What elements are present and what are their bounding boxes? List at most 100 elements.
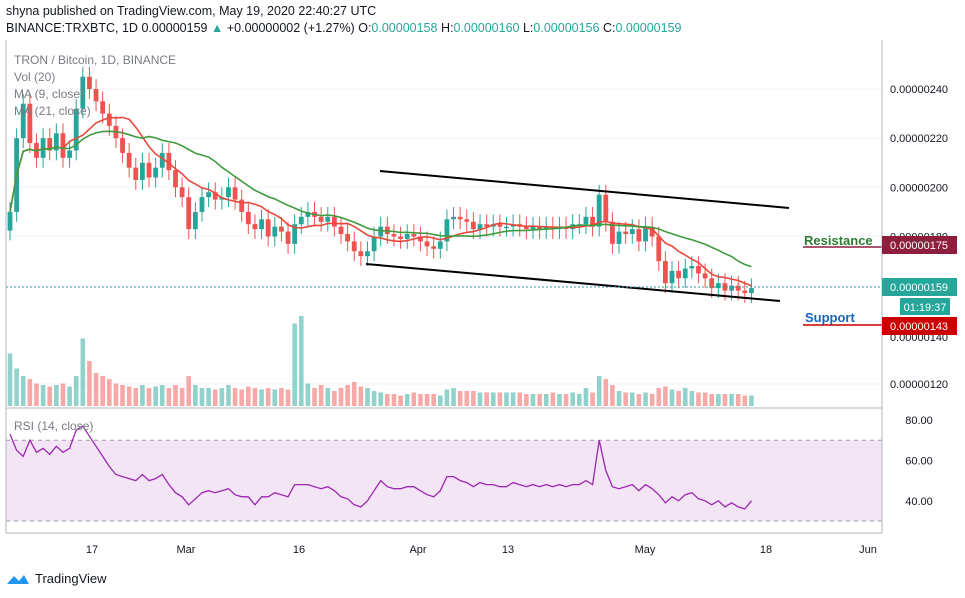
support-price-tag	[882, 317, 957, 335]
moving-averages	[9, 116, 752, 287]
volume-bar	[259, 389, 264, 406]
candle	[636, 219, 642, 252]
volume-bar	[385, 394, 390, 406]
candle	[669, 261, 675, 294]
volume-bar	[126, 386, 132, 406]
candle	[259, 209, 264, 239]
last-price-tag	[882, 278, 957, 296]
volume-bar	[166, 388, 172, 406]
volume-bar	[616, 391, 622, 406]
volume-bar	[133, 388, 139, 406]
volume-bar	[351, 382, 357, 406]
volume-bar	[365, 388, 370, 406]
volume-bar	[318, 385, 324, 406]
volume-bar	[524, 394, 529, 406]
candle	[431, 236, 437, 259]
time-tick-label: Apr	[409, 544, 426, 556]
volume-bar	[596, 376, 602, 406]
candle	[371, 226, 377, 262]
volume-bar	[490, 392, 496, 406]
volume-bar	[444, 389, 450, 406]
volume-bar	[239, 389, 244, 406]
volume-bar	[696, 392, 701, 406]
volume-bar	[391, 394, 397, 406]
candle	[742, 280, 748, 303]
time-tick-label: 18	[760, 544, 772, 556]
volume-bar	[100, 376, 105, 406]
price-chart[interactable]: Resistance Support 0.00000240 0.00000220 0…	[0, 40, 965, 570]
volume-bar	[577, 394, 582, 406]
volume-bars	[7, 316, 754, 406]
candle	[656, 226, 662, 271]
candle	[20, 93, 26, 148]
volume-bar	[570, 392, 575, 406]
candle	[140, 152, 145, 190]
candle	[173, 160, 178, 198]
candle	[543, 216, 549, 239]
channel-upper-line[interactable]	[379, 170, 790, 209]
candle	[338, 216, 344, 244]
volume-bar	[140, 385, 145, 406]
candle	[192, 202, 198, 239]
volume-bar	[623, 392, 628, 406]
volume-bar	[557, 394, 562, 406]
candle	[682, 258, 688, 289]
candle	[331, 207, 337, 237]
volume-bar	[477, 392, 483, 406]
volume-bar	[530, 394, 536, 406]
volume-bar	[206, 388, 211, 406]
volume-bar	[87, 361, 92, 406]
legend-ma9: MA (9, close)	[14, 87, 84, 101]
time-tick-label: 16	[293, 544, 305, 556]
volume-bar	[510, 392, 516, 406]
candle	[47, 128, 53, 161]
countdown: 01:19:37	[904, 302, 947, 314]
volume-bar	[504, 392, 509, 406]
resistance-label: Resistance	[804, 233, 873, 248]
low-value: 0.00000156	[533, 21, 600, 35]
volume-bar	[212, 389, 218, 406]
candle	[27, 93, 33, 153]
candle	[464, 209, 470, 232]
legend-ma21: MA (21, close)	[14, 104, 91, 118]
volume-bar	[636, 394, 642, 406]
volume-bar	[742, 395, 748, 406]
candle	[365, 241, 370, 266]
candle	[120, 128, 125, 163]
support-label: Support	[805, 310, 855, 325]
channel-lower-line[interactable]	[365, 263, 781, 302]
candle	[345, 224, 351, 252]
volume-bar	[153, 386, 158, 406]
candle	[418, 226, 423, 252]
volume-bar	[583, 388, 589, 406]
candle	[596, 184, 602, 237]
volume-bar	[146, 388, 152, 406]
volume-bar	[345, 385, 350, 406]
volume-bar	[682, 388, 688, 406]
tradingview-icon	[7, 574, 29, 584]
volume-bar	[550, 392, 556, 406]
volume-bar	[464, 391, 470, 406]
open-label: O:	[358, 21, 372, 35]
candle	[649, 216, 655, 247]
volume-bar	[749, 395, 754, 406]
volume-bar	[709, 394, 715, 406]
candle	[629, 219, 635, 244]
volume-bar	[371, 391, 377, 406]
volume-bar	[7, 353, 13, 406]
candle	[73, 98, 79, 161]
countdown-tag	[900, 298, 950, 315]
candle	[471, 211, 476, 239]
volume-bar	[186, 376, 192, 406]
candle	[53, 123, 59, 161]
volume-bar	[702, 392, 708, 406]
tradingview-logo[interactable]: TradingView	[6, 571, 107, 586]
rsi-tick-label: 40.00	[905, 496, 933, 508]
price-tick-label: 0.00000200	[890, 182, 948, 194]
candle	[477, 214, 483, 239]
time-tick-label: May	[635, 544, 656, 556]
ma9-line	[9, 116, 752, 287]
volume-bar	[431, 394, 436, 406]
candle	[610, 211, 615, 254]
volume-bar	[47, 386, 53, 406]
